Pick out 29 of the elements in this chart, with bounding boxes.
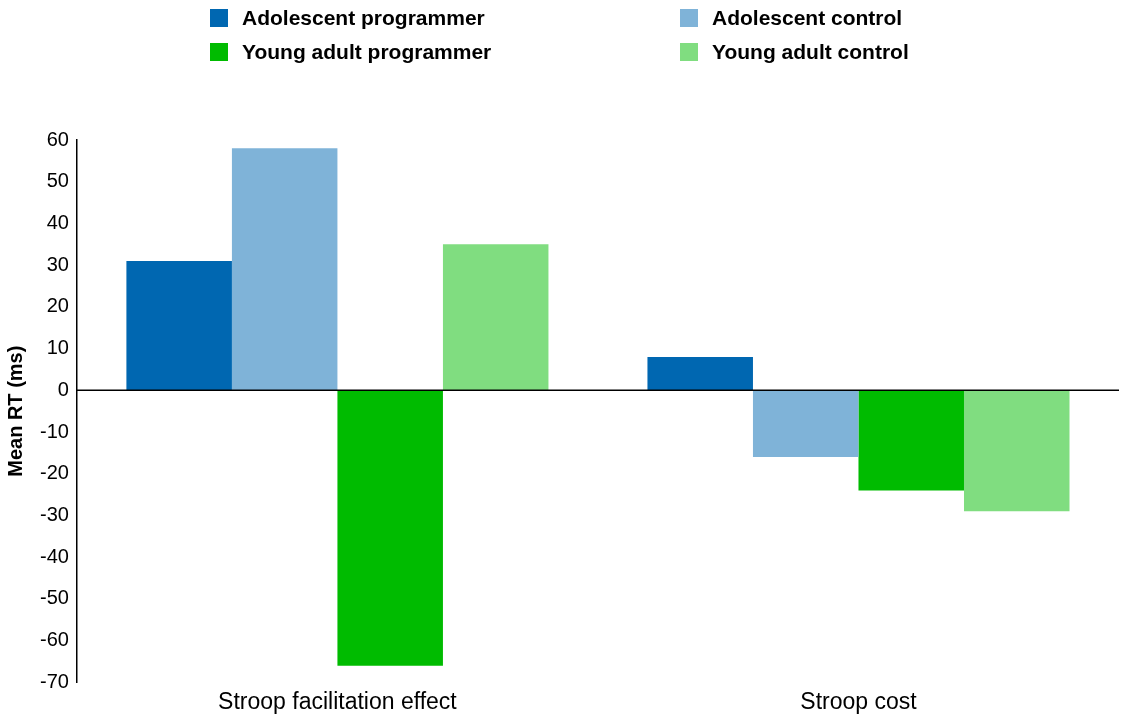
legend-label: Adolescent programmer [242,6,485,30]
y-tick-label: 60 [46,127,69,150]
bar [442,244,549,391]
bar [963,390,1070,512]
x-tick-label: Stroop facilitation effect [218,687,458,714]
bar [752,390,859,458]
y-tick-label: -70 [40,669,69,692]
bar [858,390,964,491]
y-tick-label: -10 [40,419,69,442]
legend-label: Young adult programmer [242,40,492,64]
y-tick-label: -20 [40,461,69,484]
y-tick-label: 10 [46,336,69,359]
bar [647,356,753,391]
y-tick-label: 40 [46,210,69,233]
y-tick-label: -40 [40,544,69,567]
bar [126,261,232,391]
x-tick-label: Stroop cost [800,687,918,714]
legend-label: Young adult control [712,40,909,64]
y-tick-label: 0 [57,377,69,400]
y-tick-label: -50 [40,586,69,609]
y-tick-label: 50 [46,169,69,192]
y-axis-title: Mean RT (ms) [3,345,26,477]
y-tick-label: 30 [46,252,69,275]
legend-label: Adolescent control [712,6,903,30]
y-tick-label: -60 [40,628,69,651]
y-tick-label: -30 [40,503,69,526]
y-tick-label: 20 [46,294,69,317]
bar [231,148,338,391]
bar [337,390,443,666]
